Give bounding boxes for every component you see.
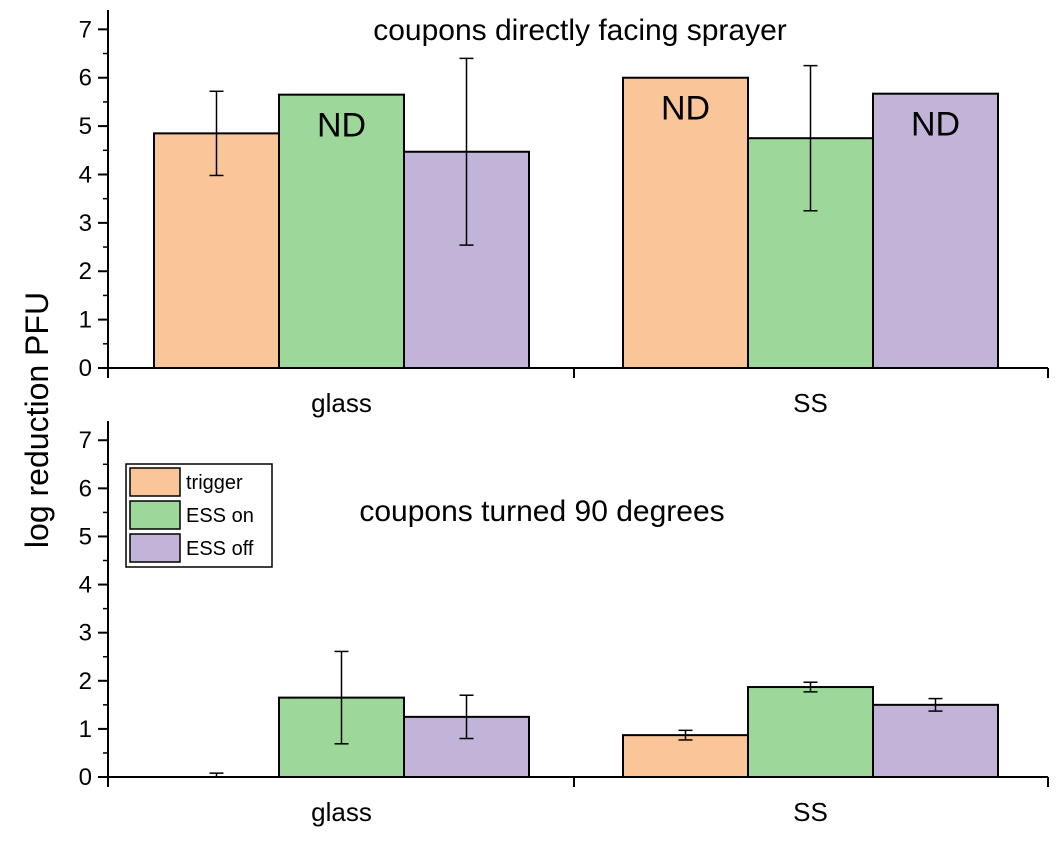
legend-label: ESS on (186, 505, 254, 527)
y-tick-label: 6 (79, 475, 92, 502)
bar-trigger (622, 734, 749, 778)
y-tick-label: 7 (79, 16, 92, 43)
y-tick-label: 2 (79, 258, 92, 285)
y-tick-label: 5 (79, 113, 92, 140)
y-tick-label: 7 (79, 427, 92, 454)
bar-ess-off (872, 92, 999, 370)
y-tick-label: 3 (79, 210, 92, 237)
y-tick-label: 1 (79, 307, 92, 334)
legend-label: trigger (186, 472, 243, 494)
y-tick-label: 0 (79, 355, 92, 382)
legend-swatch (129, 467, 181, 497)
y-tick-label: 2 (79, 668, 92, 695)
nd-annotation: ND (661, 90, 710, 128)
y-tick-label: 0 (79, 764, 92, 791)
x-tick-label: glass (311, 388, 372, 418)
panel-title: coupons turned 90 degrees (359, 495, 724, 528)
nd-annotation: ND (911, 106, 960, 144)
legend-swatch (129, 533, 181, 563)
nd-annotation: ND (317, 107, 366, 145)
y-tick-label: 5 (79, 523, 92, 550)
panel-title: coupons directly facing sprayer (373, 14, 787, 47)
x-tick-label: SS (793, 797, 828, 827)
bar-trigger (622, 76, 749, 369)
y-axis-label: log reduction PFU (19, 292, 55, 548)
y-tick-label: 3 (79, 620, 92, 647)
legend-label: ESS off (186, 538, 254, 560)
bar-ess-off (872, 703, 999, 778)
y-tick-label: 4 (79, 161, 92, 188)
legend-swatch (129, 500, 181, 530)
y-tick-label: 4 (79, 572, 92, 599)
bar-ess-on (278, 93, 405, 369)
y-tick-label: 6 (79, 65, 92, 92)
x-tick-label: SS (793, 388, 828, 418)
bar-ess-on (747, 686, 874, 779)
legend-frame (125, 463, 273, 568)
x-tick-label: glass (311, 797, 372, 827)
y-tick-label: 1 (79, 716, 92, 743)
